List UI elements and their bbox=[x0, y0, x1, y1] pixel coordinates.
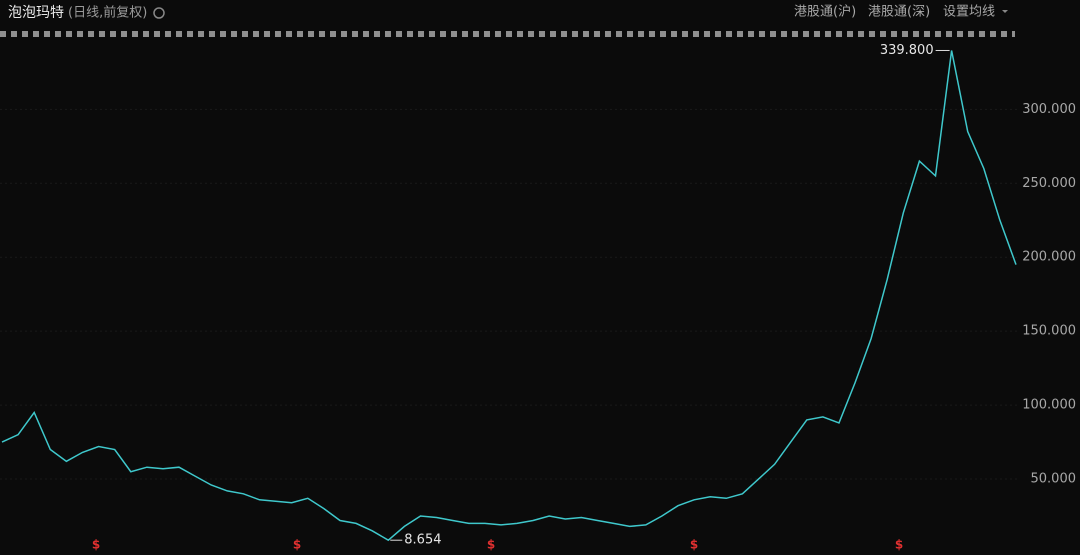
y-tick-label: 300.000 bbox=[1022, 102, 1076, 117]
button[interactable]: 港股通(沪) bbox=[794, 4, 856, 20]
button[interactable]: 港股通(深) bbox=[868, 5, 930, 20]
dividend-marker: $ bbox=[690, 538, 698, 552]
button[interactable]: 设置均线 bbox=[943, 5, 995, 20]
dropdown-arrow bbox=[1002, 10, 1008, 13]
y-tick-label: 150.000 bbox=[1022, 324, 1076, 339]
min-label: 8.654 bbox=[404, 533, 441, 548]
dividend-marker: $ bbox=[92, 538, 100, 552]
y-tick-label: 50.000 bbox=[1031, 472, 1077, 487]
stock-subtitle: (日线,前复权) bbox=[68, 5, 147, 21]
y-tick-label: 250.000 bbox=[1022, 176, 1076, 191]
dividend-marker: $ bbox=[293, 538, 301, 552]
y-tick-label: 200.000 bbox=[1022, 250, 1076, 265]
dividend-marker: $ bbox=[895, 538, 903, 552]
price-line bbox=[1, 50, 1017, 542]
max-label: 339.800 bbox=[880, 43, 934, 58]
dividend-marker: $ bbox=[487, 538, 495, 552]
stock-title: 泡泡玛特 bbox=[8, 5, 64, 21]
settings-icon[interactable] bbox=[153, 7, 165, 19]
y-tick-label: 100.000 bbox=[1022, 398, 1076, 413]
